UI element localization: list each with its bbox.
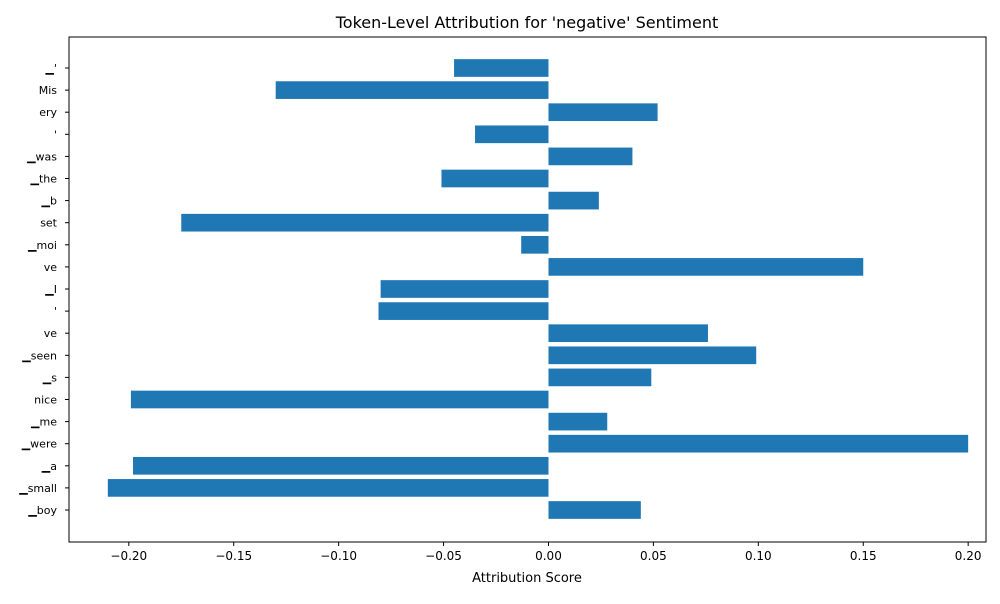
y-tick-label: ▁moi [27,239,57,252]
x-tick-label: −0.15 [215,549,252,563]
x-tick-label: −0.10 [320,549,357,563]
bar [475,125,549,144]
bar [548,368,652,387]
bar [378,302,549,320]
bar [181,213,549,232]
bar [130,390,549,409]
y-tick-label: ▁seen [21,349,57,362]
y-tick-label: ' [54,305,57,318]
bar [548,258,864,276]
y-tick-label: ▁me [30,416,57,429]
y-tick-label: ery [39,106,57,119]
plot-frame [68,36,987,543]
bar [521,235,549,254]
x-tick-label: 0.10 [745,549,772,563]
y-tick-label: ▁were [21,438,58,451]
bar [454,59,549,77]
y-tick-label: ' [54,128,57,141]
y-tick-label: Mis [39,84,58,97]
x-tick-label: 0.05 [640,549,667,563]
x-tick-label: 0.20 [955,549,982,563]
x-tick-label: −0.05 [425,549,462,563]
bar [548,147,633,166]
y-tick-label: ▁I [44,283,57,296]
bar [548,412,608,431]
x-tick-label: −0.20 [110,549,147,563]
y-tick-label: ve [44,327,58,340]
y-axis-ticks: ▁boy ▁small ▁a ▁were ▁me nice ▁s ▁seen ve ' ▁I ve ▁m… [18,62,69,517]
x-axis-label: Attribution Score [472,571,582,586]
bar [107,479,549,497]
y-tick-label: ▁boy [27,504,57,517]
bar [441,169,549,188]
y-tick-label: ve [44,261,58,274]
y-tick-label: ▁a [41,460,57,473]
y-tick-label: ▁was [26,150,57,163]
bar [548,191,599,210]
y-tick-label: ▁b [41,195,57,208]
bar [275,81,549,99]
y-tick-label: set [40,217,57,230]
bar [548,103,658,122]
y-tick-label: ▁small [18,482,57,495]
y-tick-label: ▁' [45,62,57,75]
bar [548,501,641,519]
bar [548,346,757,365]
y-tick-label: ▁s [42,371,57,384]
bar [133,456,549,475]
chart-title: Token-Level Attribution for 'negative' S… [335,13,719,32]
y-tick-label: ▁the [29,173,57,186]
x-axis-ticks: −0.20 −0.15 −0.10 −0.05 0.00 0.05 0.10 0.15 0.20 [110,542,982,563]
bars-group [107,59,969,519]
y-tick-label: nice [34,394,57,407]
x-tick-label: 0.15 [850,549,877,563]
bar [548,324,708,343]
bar [548,434,969,453]
x-tick-label: 0.00 [535,549,562,563]
bar [380,280,549,298]
